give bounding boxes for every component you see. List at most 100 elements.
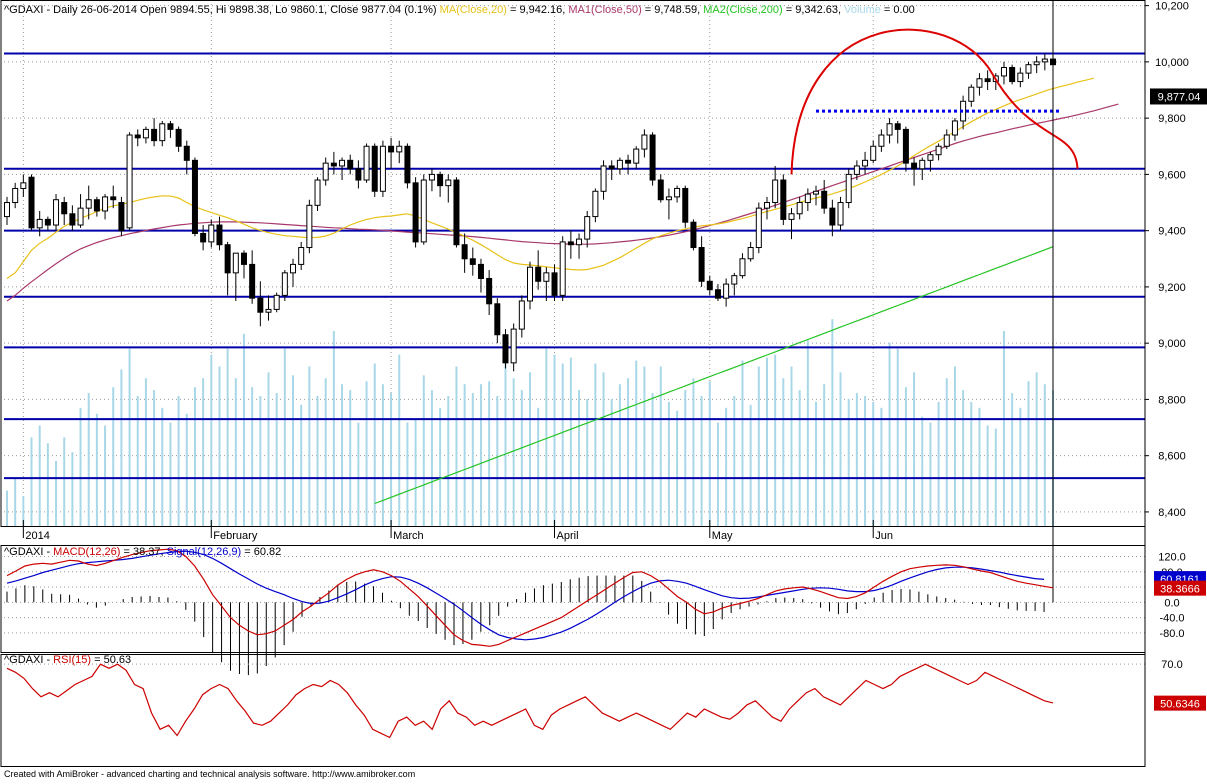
volume-bar bbox=[872, 401, 875, 526]
candle-body bbox=[396, 145, 403, 153]
last-price-box bbox=[1150, 88, 1207, 105]
volume-bar bbox=[1043, 384, 1046, 526]
candle-body bbox=[584, 216, 591, 240]
volume-bar bbox=[1011, 393, 1014, 526]
volume-bar bbox=[267, 372, 270, 526]
date-label: February bbox=[213, 530, 258, 542]
rsi-value-label: 50.6346 bbox=[1160, 699, 1200, 711]
candle-body bbox=[592, 190, 599, 218]
macd-signal-line bbox=[6, 550, 1045, 641]
volume-bar bbox=[545, 348, 548, 526]
volume-bar bbox=[782, 378, 785, 526]
candle-body bbox=[486, 277, 493, 305]
volume-bar bbox=[716, 422, 719, 526]
candle-body bbox=[657, 179, 664, 201]
candle-body bbox=[494, 303, 501, 336]
last-price-label: 9,877.04 bbox=[1158, 91, 1201, 103]
legend-part: = 60.82 bbox=[241, 546, 281, 558]
candle-body bbox=[616, 159, 623, 170]
volume-bar bbox=[332, 331, 335, 526]
candle-body bbox=[894, 123, 901, 130]
volume-bar bbox=[839, 372, 842, 526]
candle-body bbox=[314, 179, 321, 206]
overlay-annotations bbox=[790, 28, 1079, 175]
volume-bar bbox=[120, 369, 123, 526]
candle-body bbox=[625, 159, 632, 164]
candle-body bbox=[690, 221, 697, 249]
volume-bar bbox=[529, 372, 531, 526]
candle-body bbox=[102, 196, 109, 212]
candle-body bbox=[461, 244, 468, 260]
volume-bar bbox=[234, 378, 237, 526]
volume-bar bbox=[422, 375, 425, 526]
candle-body bbox=[61, 202, 68, 215]
candle-body bbox=[886, 123, 893, 136]
volume-bar bbox=[962, 390, 965, 526]
legend-part: ^GDAXI - bbox=[4, 654, 53, 666]
ma200-line bbox=[374, 246, 1054, 505]
volume-bar bbox=[790, 366, 793, 526]
candle-body bbox=[878, 134, 885, 147]
candle-body bbox=[600, 165, 607, 192]
date-label: 2014 bbox=[25, 530, 49, 542]
volume-bar bbox=[855, 393, 858, 526]
volume-bar bbox=[970, 401, 973, 526]
candle-body bbox=[633, 148, 640, 164]
volume-bar bbox=[79, 407, 82, 526]
macd-value-label: 38.3666 bbox=[1160, 584, 1200, 596]
volume-bar bbox=[888, 342, 891, 526]
candle-body bbox=[216, 224, 223, 246]
volume-bar bbox=[643, 366, 646, 526]
volume-bar bbox=[283, 348, 286, 526]
volume-bar bbox=[757, 366, 760, 526]
volume-bar bbox=[185, 413, 188, 526]
rsi-legend: ^GDAXI - RSI(15) = 50.63 bbox=[4, 654, 131, 666]
volume-bar bbox=[349, 390, 352, 526]
candle-body bbox=[257, 297, 264, 313]
volume-bar bbox=[22, 496, 25, 526]
volume-bars bbox=[6, 319, 1054, 526]
volume-bar bbox=[218, 366, 221, 526]
candle-body bbox=[543, 272, 550, 282]
volume-bar bbox=[414, 419, 417, 526]
candle-body bbox=[1033, 61, 1040, 66]
candle-body bbox=[232, 252, 239, 274]
candle-body bbox=[36, 218, 43, 229]
candle-body bbox=[608, 165, 615, 170]
volume-bar bbox=[594, 363, 597, 526]
candle-body bbox=[535, 266, 542, 282]
candle-body bbox=[862, 159, 869, 167]
price-tick-label: 9,400 bbox=[1158, 226, 1186, 238]
volume-bar bbox=[341, 384, 344, 526]
volume-bar bbox=[921, 416, 924, 526]
macd-line bbox=[6, 548, 1054, 647]
volume-bar bbox=[381, 384, 384, 526]
candle-body bbox=[330, 162, 337, 167]
candle-body bbox=[919, 159, 926, 170]
candle-body bbox=[191, 159, 198, 234]
candle-body bbox=[804, 193, 811, 204]
volume-bar bbox=[398, 354, 401, 526]
candle-body bbox=[821, 190, 828, 209]
price-tick-label: 10,000 bbox=[1155, 57, 1189, 69]
candle-body bbox=[437, 173, 444, 187]
volume-bar bbox=[692, 378, 695, 526]
footer-credit: Created with AmiBroker - advanced charti… bbox=[4, 769, 416, 779]
volume-bar bbox=[749, 404, 752, 526]
volume-bar bbox=[251, 387, 254, 526]
volume-bar bbox=[896, 348, 899, 526]
rounding-top-arc bbox=[790, 28, 1079, 175]
volume-bar bbox=[725, 407, 728, 526]
candle-body bbox=[183, 145, 190, 161]
volume-bar bbox=[635, 360, 638, 526]
candle-body bbox=[469, 258, 476, 265]
candle-body bbox=[951, 120, 958, 136]
volume-bar bbox=[177, 396, 180, 526]
volume-bar bbox=[978, 407, 981, 526]
candle-body bbox=[77, 207, 84, 226]
volume-bar bbox=[488, 381, 491, 526]
volume-bar bbox=[1035, 372, 1038, 526]
price-tick-label: 8,800 bbox=[1158, 394, 1186, 406]
